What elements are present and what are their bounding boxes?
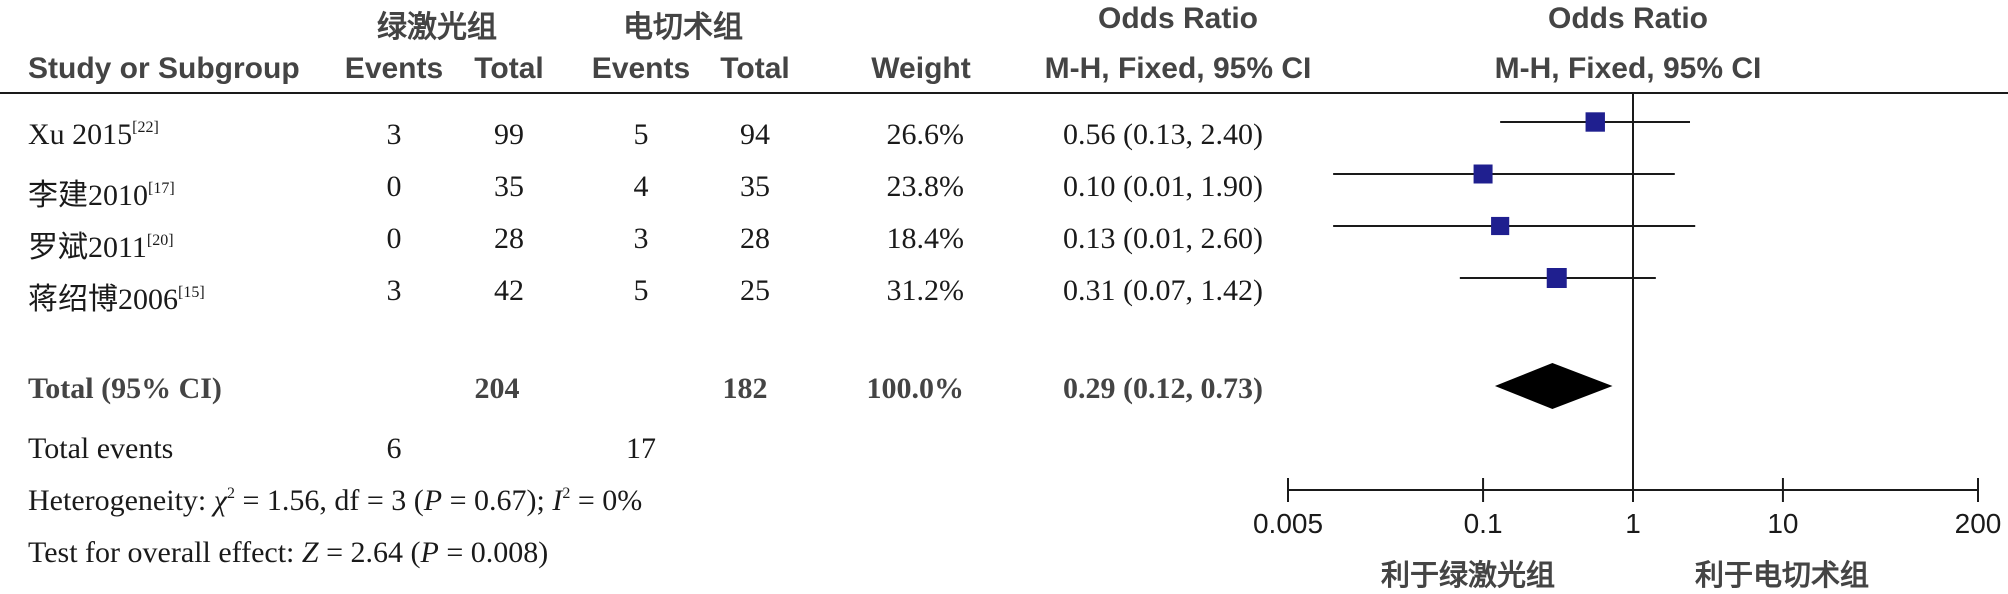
study-marker [1473,164,1493,184]
plot-method: M-H, Fixed, 95% CI [1494,52,1762,85]
study-name: 蒋绍博2006[15] [28,283,205,316]
ci-cell: 0.10 (0.01, 1.90) [1063,170,1263,203]
total-events1: 6 [386,432,402,465]
events2-cell: 3 [633,222,649,255]
study-marker [1585,112,1605,132]
total1-header: Total [474,52,544,85]
favours-right-label: 利于电切术组 [1694,558,1870,592]
events1-cell: 0 [386,222,402,255]
study-marker [1546,268,1567,288]
events2-cell: 5 [633,118,649,151]
events1-cell: 3 [386,274,402,307]
axis-tick-label: 1 [1625,508,1641,539]
favours-left-label: 利于绿激光组 [1380,558,1556,592]
weight-cell: 18.4% [886,222,965,255]
events2-header: Events [591,52,691,85]
study-name: 李建2010[17] [28,179,175,212]
weight-cell: 23.8% [886,170,965,203]
total2-cell: 35 [740,170,770,203]
total-label: Total (95% CI) [28,372,222,405]
weight-header: Weight [871,52,971,85]
axis-tick-label: 0.005 [1252,508,1324,539]
total2-sum: 182 [722,372,768,405]
total1-cell: 99 [494,118,524,151]
group2-header: 电切术组 [623,10,743,45]
group1-header: 绿激光组 [377,10,497,45]
total1-cell: 28 [494,222,524,255]
weight-cell: 31.2% [886,274,965,307]
total2-cell: 25 [740,274,770,307]
events2-cell: 5 [633,274,649,307]
pooled-diamond [1494,363,1613,409]
total-events-label: Total events [28,432,174,465]
events1-cell: 3 [386,118,402,151]
weight-cell: 26.6% [886,118,965,151]
or-column-title: Odds Ratio [1097,2,1259,35]
total-events2: 17 [626,432,656,465]
total1-sum: 204 [474,372,520,405]
study-marker [1491,216,1510,236]
total-weight: 100.0% [866,372,965,405]
study-name: Xu 2015[22] [28,118,159,151]
or-column-method: M-H, Fixed, 95% CI [1044,52,1312,85]
total2-cell: 28 [740,222,770,255]
ci-cell: 0.13 (0.01, 2.60) [1063,222,1263,255]
total2-header: Total [720,52,790,85]
axis-tick-label: 0.1 [1463,508,1503,539]
pooled-ci: 0.29 (0.12, 0.73) [1063,372,1263,405]
total2-cell: 94 [740,118,770,151]
study-name: 罗斌2011[20] [28,231,174,264]
events2-cell: 4 [633,170,649,203]
total1-cell: 42 [494,274,524,307]
overall-effect-text: Test for overall effect: Z = 2.64 (P = 0… [28,536,549,569]
plot-title: Odds Ratio [1547,2,1709,35]
heterogeneity-text: Heterogeneity: χ2 = 1.56, df = 3 (P = 0.… [28,484,643,517]
ci-cell: 0.56 (0.13, 2.40) [1063,118,1263,151]
axis-tick-label: 10 [1767,508,1799,539]
study-column-header: Study or Subgroup [28,52,300,85]
ci-cell: 0.31 (0.07, 1.42) [1063,274,1263,307]
events1-cell: 0 [386,170,402,203]
total1-cell: 35 [494,170,524,203]
axis-tick-label: 200 [1954,508,2002,539]
events1-header: Events [344,52,444,85]
